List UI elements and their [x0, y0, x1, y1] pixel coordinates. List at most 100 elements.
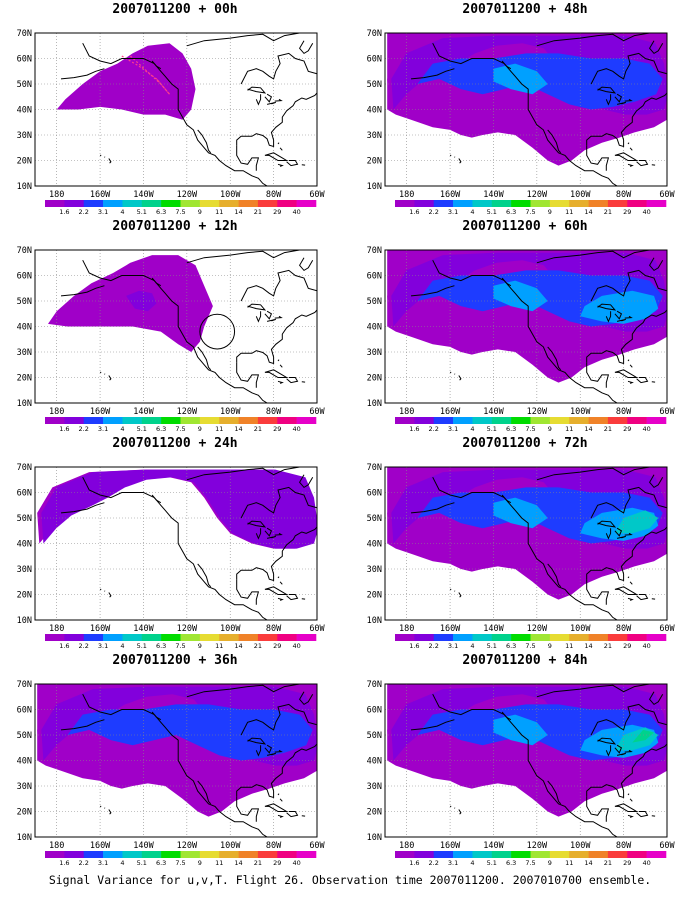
- colorbar-swatch: [472, 634, 493, 641]
- colorbar-swatch: [83, 634, 104, 641]
- colorbar-label: 14: [584, 208, 592, 216]
- coastline: [60, 719, 105, 731]
- y-tick-label: 50N: [367, 297, 382, 307]
- colorbar-label: 5.1: [137, 425, 147, 433]
- colorbar-swatch: [141, 851, 162, 858]
- colorbar-swatch: [491, 851, 512, 858]
- y-tick-label: 60N: [367, 55, 382, 65]
- coastline: [286, 811, 299, 818]
- y-tick-label: 60N: [17, 272, 32, 282]
- x-tick-label: 160W: [90, 190, 111, 200]
- colorbar-label: 6.3: [506, 642, 516, 650]
- map-frame: [34, 683, 318, 838]
- x-tick-label: 100W: [220, 407, 241, 417]
- y-tick-label: 20N: [367, 591, 382, 601]
- map-panel: 2007011200 + 00h 70N 60N 50N 40N 30N 20N 10N 180…: [0, 0, 350, 217]
- colorbar-swatch: [277, 634, 297, 641]
- coastline: [264, 744, 273, 754]
- coastline: [151, 711, 162, 721]
- variance-region: [48, 255, 213, 352]
- coastline: [597, 520, 617, 528]
- y-tick-label: 20N: [17, 591, 32, 601]
- coastline: [586, 145, 610, 171]
- coastline: [279, 364, 283, 368]
- flight-track: [129, 55, 170, 95]
- colorbar-label: 29: [623, 859, 631, 867]
- coastline: [597, 303, 617, 311]
- coastline: [432, 693, 618, 837]
- colorbar-label: 6.3: [506, 425, 516, 433]
- colorbar-label: 6.3: [506, 859, 516, 867]
- x-tick-label: 160W: [440, 624, 461, 634]
- y-tick-label: 40N: [17, 106, 32, 116]
- map-panel: 2007011200 + 48h 70N 60N 50N 40N 30N 20N 10N 180…: [350, 0, 700, 217]
- coastline: [614, 152, 639, 161]
- colorbar-swatch: [45, 417, 65, 424]
- x-tick-label: 60W: [309, 407, 325, 417]
- colorbar-label: 29: [623, 208, 631, 216]
- coastline: [274, 532, 283, 536]
- observation-circle: [199, 313, 236, 350]
- colorbar-label: 3.1: [98, 425, 108, 433]
- colorbar-label: 9: [198, 208, 202, 216]
- colorbar-label: 4: [120, 642, 124, 650]
- colorbar-swatch: [530, 851, 551, 858]
- colorbar-label: 3.1: [98, 208, 108, 216]
- colorbar-swatch: [45, 851, 65, 858]
- colorbar-label: 4: [120, 208, 124, 216]
- colorbar-swatch: [627, 851, 647, 858]
- colorbar-label: 11: [565, 642, 573, 650]
- y-tick-label: 30N: [17, 782, 32, 792]
- y-tick-label: 50N: [367, 80, 382, 90]
- coastline: [410, 68, 455, 80]
- colorbar-swatch: [64, 200, 85, 207]
- coastline: [266, 318, 276, 322]
- x-tick-label: 60W: [659, 841, 675, 851]
- y-tick-label: 70N: [367, 246, 382, 256]
- x-tick-label: 160W: [440, 407, 461, 417]
- y-tick-label: 60N: [17, 55, 32, 65]
- colorbar-swatch: [199, 417, 220, 424]
- colorbar-swatch: [511, 200, 531, 207]
- colorbar-label: 2.2: [79, 208, 89, 216]
- coastline: [590, 703, 667, 736]
- colorbar-swatch: [238, 851, 259, 858]
- colorbar-label: 5.1: [487, 642, 497, 650]
- colorbar-label: 6.3: [156, 208, 166, 216]
- colorbar-label: 21: [604, 208, 612, 216]
- colorbar-label: 14: [584, 425, 592, 433]
- colorbar-swatch: [238, 634, 259, 641]
- colorbar-label: 21: [254, 859, 262, 867]
- y-tick-label: 70N: [367, 463, 382, 473]
- colorbar-swatch: [64, 851, 85, 858]
- x-tick-label: 100W: [570, 624, 591, 634]
- colorbar-label: 7.5: [525, 208, 535, 216]
- y-tick-label: 70N: [17, 246, 32, 256]
- coastline: [616, 535, 626, 539]
- colorbar-label: 7.5: [175, 425, 185, 433]
- colorbar-swatch: [414, 417, 435, 424]
- x-tick-label: 160W: [90, 841, 111, 851]
- coastline: [82, 476, 268, 620]
- x-tick-label: 180: [49, 190, 64, 200]
- map-svg: 70N 60N 50N 40N 30N 20N 10N 180 160W 140W 120W 100W…: [17, 680, 326, 867]
- colorbar-label: 11: [565, 425, 573, 433]
- colorbar-label: 21: [604, 859, 612, 867]
- coastline: [449, 588, 452, 591]
- y-tick-label: 40N: [367, 106, 382, 116]
- coastline: [629, 581, 633, 585]
- y-tick-label: 40N: [17, 323, 32, 333]
- y-tick-label: 30N: [17, 131, 32, 141]
- colorbar-swatch: [45, 200, 65, 207]
- coastline: [266, 101, 276, 105]
- coastline: [624, 98, 633, 102]
- coastline: [627, 597, 634, 601]
- coastline: [586, 92, 667, 148]
- colorbar-swatch: [161, 634, 181, 641]
- coastline: [458, 375, 462, 381]
- coastline: [449, 805, 452, 808]
- coastline: [236, 92, 317, 148]
- colorbar-label: 9: [548, 642, 552, 650]
- y-tick-label: 30N: [367, 348, 382, 358]
- colorbar-label: 3.1: [448, 208, 458, 216]
